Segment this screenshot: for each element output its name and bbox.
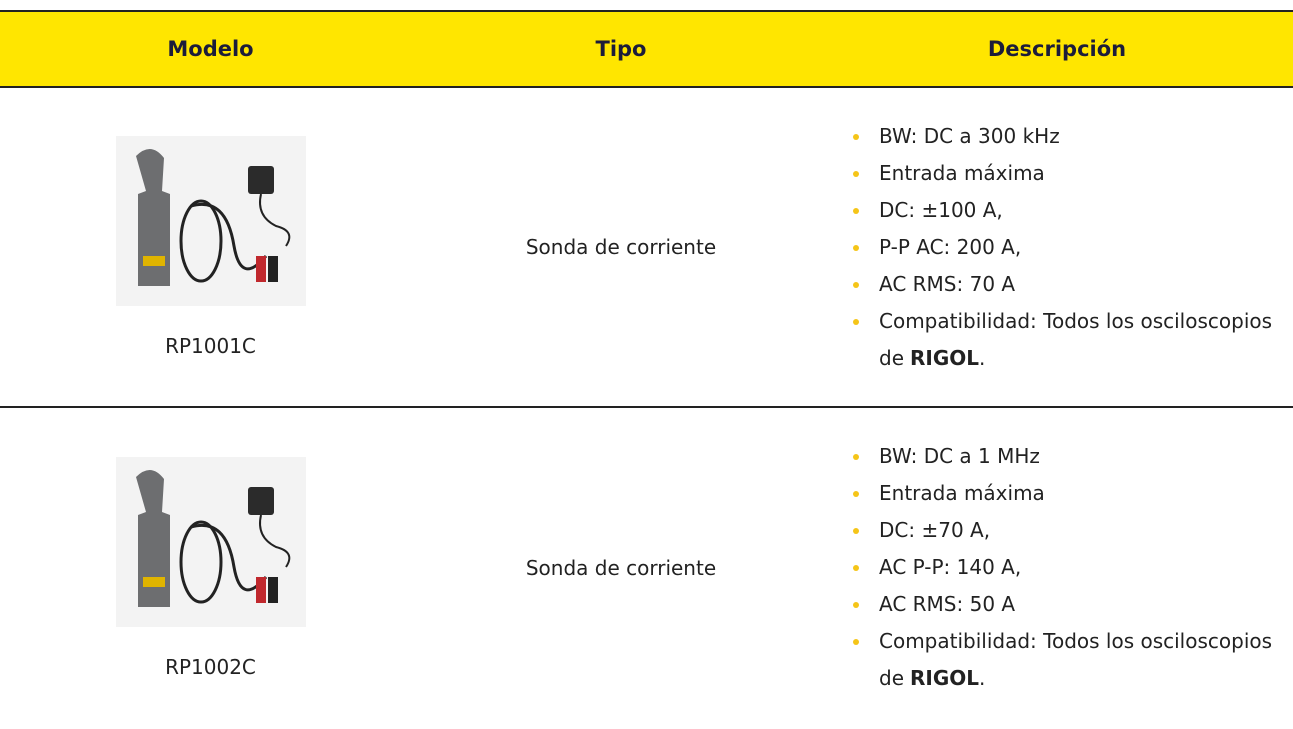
bullet-item: AC RMS: 50 A	[851, 586, 1292, 623]
punctuation: .	[979, 666, 986, 690]
brand-name: RIGOL	[910, 666, 980, 690]
brand-name: RIGOL	[910, 345, 980, 370]
bullet-list: BW: DC a 300 kHz Entrada máxima DC: ±100 A…	[851, 118, 1292, 377]
bullet-item: DC: ±100 A,	[851, 192, 1292, 229]
bullet-list: BW: DC a 1 MHz Entrada máxima DC: ±70 A, AC…	[851, 438, 1292, 697]
bullet-item: P-P AC: 200 A,	[851, 229, 1292, 266]
table-row: RP1001C Sonda de corriente BW: DC a 300 kH…	[0, 87, 1293, 407]
compat-text: Compatibilidad: Todos los osciloscopios …	[879, 308, 1273, 370]
bullet-item: AC P-P: 140 A,	[851, 549, 1292, 586]
bullet-item: BW: DC a 1 MHz	[851, 438, 1292, 475]
header-cell: Tipo	[421, 10, 821, 88]
page: Modelo Tipo Descripción RP1001C Sonda de …	[0, 10, 1293, 729]
table-row: RP1002C Sonda de corriente BW: DC a 1 MHz E…	[0, 406, 1293, 727]
header-cell: Modelo	[0, 10, 421, 88]
description-cell: BW: DC a 300 kHz Entrada máxima DC: ±100 A…	[821, 87, 1293, 407]
header-row: Modelo Tipo Descripción	[0, 10, 1293, 88]
product-image	[115, 456, 306, 627]
bullet-item: Entrada máxima	[851, 155, 1292, 192]
model-name: RP1001C	[165, 334, 256, 358]
type-cell: Sonda de corriente	[525, 235, 717, 259]
product-image	[115, 136, 306, 306]
accessory-table: Modelo Tipo Descripción RP1001C Sonda de …	[0, 10, 1293, 727]
header-cell: Descripción	[821, 10, 1293, 88]
compat-text: Compatibilidad: Todos los osciloscopios …	[879, 629, 1273, 690]
model-cell: RP1001C	[0, 87, 421, 407]
bullet-item: AC RMS: 70 A	[851, 266, 1292, 303]
model-name: RP1002C	[165, 654, 256, 679]
bullet-item: Compatibilidad: Todos los osciloscopios …	[851, 303, 1292, 377]
punctuation: .	[979, 345, 986, 370]
bullet-item: Entrada máxima	[851, 475, 1292, 512]
model-cell: RP1002C	[0, 406, 421, 727]
type-cell: Sonda de corriente	[421, 406, 821, 727]
bullet-item: DC: ±70 A,	[851, 512, 1292, 549]
table-body: RP1001C Sonda de corriente BW: DC a 300 kH…	[0, 87, 1293, 727]
bullet-item: Compatibilidad: Todos los osciloscopios …	[851, 623, 1292, 697]
description-cell: BW: DC a 1 MHz Entrada máxima DC: ±70 A, AC…	[821, 406, 1293, 727]
bullet-item: BW: DC a 300 kHz	[851, 118, 1292, 155]
